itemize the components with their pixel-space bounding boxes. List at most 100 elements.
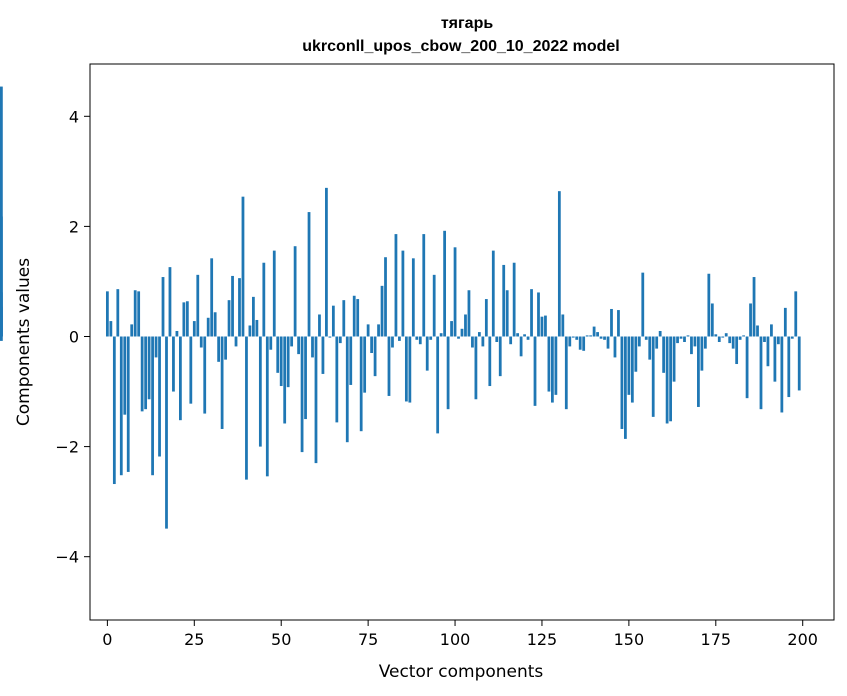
bar-component-132 [564,336,568,410]
bar-component-60 [314,336,318,464]
bar-component-185 [749,303,752,337]
bar-component-27 [199,336,203,348]
x-tick-label: 75 [358,630,378,649]
y-tick-label: 0 [69,327,79,346]
bar-component-146 [613,336,617,358]
bar-component-35 [227,300,231,337]
bar-component-100 [453,247,457,337]
bar-component-45 [262,262,266,337]
bar-component-96 [439,333,443,337]
bar-component-151 [630,336,634,403]
bar-component-86 [404,336,408,402]
bar-component-162 [669,336,672,422]
bar-component-72 [356,299,360,337]
bar-component-94 [432,274,436,337]
bar-component-101 [457,336,460,339]
bar-component-111 [491,250,495,337]
bar-component-183 [742,335,745,337]
bar-component-199 [797,336,801,391]
bar-component-113 [498,336,502,377]
x-tick-label: 25 [184,630,204,649]
bar-component-68 [342,300,346,337]
bar-component-30 [210,258,214,337]
bar-component-107 [477,332,481,337]
bar-component-15 [158,336,161,457]
bar-component-76 [370,336,373,354]
bar-component-142 [599,336,603,339]
bar-component-39 [241,196,245,337]
bar-component-136 [578,336,582,350]
bar-component-112 [495,336,499,342]
bar-component-117 [512,262,516,337]
bar-component-176 [717,336,721,342]
bar-component-82 [391,336,394,348]
bar-component-56 [300,336,304,453]
bar-component-172 [703,336,707,349]
bar-component-114 [502,264,506,337]
bar-component-28 [203,336,207,414]
bar-component-22 [182,302,186,337]
bar-component-195 [783,307,787,337]
bar-component-25 [192,321,196,337]
bar-component-130 [557,191,561,337]
bar-component-120 [523,334,526,337]
bar-component-134 [571,336,575,338]
bar-component-92 [425,336,429,371]
bar-component-163 [672,336,676,382]
bar-component-143 [603,336,606,340]
bar-component-50 [279,336,283,387]
bar-component-61 [318,314,321,337]
bar-component-54 [293,246,297,337]
bar-component-153 [637,336,641,347]
bar-component-0 [105,291,109,337]
bar-component-88 [411,258,415,337]
bar-component-103 [464,314,467,337]
bar-component-52 [286,336,290,388]
bar-component-24 [189,336,193,404]
bar-component-57 [304,336,307,420]
bar-component-67 [338,336,342,344]
bar-component-127 [547,336,551,392]
bar-component-144 [606,336,610,349]
bar-component-106 [474,336,478,400]
bar-component-118 [516,333,520,337]
y-tick-label: −4 [55,548,79,567]
bar-component-193 [776,336,780,345]
x-tick-label: 50 [271,630,291,649]
bar-component-73 [359,336,363,432]
bar-component-149 [624,336,627,439]
bar-component-14 [154,336,158,358]
bar-component-undefined [0,336,3,341]
bar-component-13 [151,336,154,476]
plot-frame [89,63,835,621]
bar-component-40 [245,336,248,480]
bar-component-9 [137,291,141,337]
bar-component-11 [144,336,148,410]
bar-component-110 [488,336,492,387]
bar-component-4 [119,336,123,476]
bar-component-6 [126,336,130,472]
bar-component-140 [592,326,596,337]
bar-component-137 [582,336,586,351]
x-tick-label: 175 [701,630,732,649]
bar-component-90 [418,336,422,345]
bar-component-44 [258,336,262,447]
bar-component-38 [238,278,241,337]
bar-component-167 [686,335,690,337]
y-tick-label: 2 [69,217,79,236]
bar-component-157 [651,336,655,417]
bar-component-139 [589,335,593,337]
bar-component-174 [710,303,714,337]
bar-component-147 [617,310,620,337]
bar-component-194 [780,336,784,413]
bar-component-126 [544,315,547,337]
bar-component-3 [116,289,120,337]
bar-component-191 [770,324,773,337]
bar-component-180 [731,336,735,349]
bar-component-32 [217,336,221,362]
bar-component-131 [561,314,565,337]
bar-component-102 [460,328,464,337]
bar-component-148 [620,336,624,429]
bar-component-164 [676,336,679,344]
